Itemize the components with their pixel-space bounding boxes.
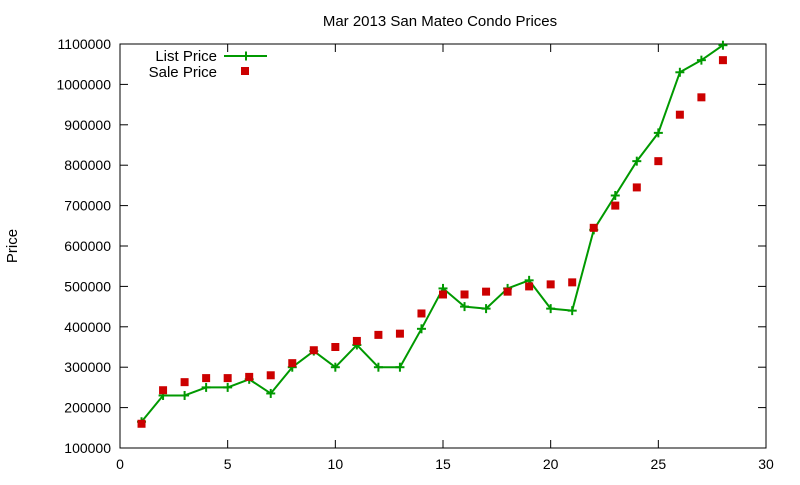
list-price-point [395, 362, 405, 372]
sale-price-point [137, 419, 146, 428]
sale-price-point [245, 372, 254, 381]
sale-price-point [439, 290, 447, 299]
y-tick-label: 200000 [64, 400, 111, 416]
sale-price-point [482, 287, 491, 296]
sale-price-point [632, 183, 641, 192]
list-price-point [653, 128, 663, 138]
list-price-point [675, 67, 685, 77]
y-axis-label: Price [4, 229, 21, 263]
sale-price-point [718, 56, 727, 65]
list-price-point [696, 55, 706, 65]
list-price-point [330, 362, 340, 372]
list-price-point [546, 304, 556, 314]
sale-price-point [266, 371, 275, 380]
legend-marker-sale-price [241, 67, 249, 75]
y-tick-label: 1000000 [56, 76, 111, 92]
x-tick-label: 20 [543, 456, 559, 472]
y-tick-label: 600000 [64, 238, 111, 254]
sale-price-point [309, 346, 318, 355]
sale-price-point [525, 282, 534, 291]
sale-price-point [654, 157, 663, 166]
list-price-point [460, 302, 470, 312]
list-price-point [180, 390, 190, 400]
list-price-point [416, 324, 426, 334]
x-tick-label: 15 [435, 456, 451, 472]
sale-price-point [331, 343, 340, 351]
list-price-point [223, 382, 233, 392]
legend-label-list-price: List Price [155, 48, 217, 65]
x-tick-label: 25 [651, 456, 667, 472]
x-tick-label: 10 [328, 456, 344, 472]
sale-price-point [460, 290, 469, 299]
list-price-point [481, 304, 491, 314]
list-price-point [266, 388, 276, 398]
sale-price-point [417, 309, 426, 318]
y-tick-label: 700000 [64, 198, 111, 214]
list-price-point [610, 191, 620, 200]
sale-price-point [589, 223, 598, 232]
legend-label-sale-price: Sale Price [149, 64, 217, 81]
y-tick-label: 1100000 [58, 36, 112, 52]
sale-price-point [202, 374, 211, 383]
sale-price-point [288, 359, 297, 368]
y-tick-label: 300000 [64, 359, 111, 375]
sale-price-point [395, 329, 404, 338]
sale-price-point [352, 336, 361, 345]
list-price-line [140, 44, 724, 423]
x-tick-label: 5 [224, 456, 232, 472]
sale-price-point [611, 201, 620, 210]
list-price-point [567, 306, 577, 316]
sale-price-point [159, 386, 168, 395]
y-tick-label: 900000 [64, 117, 111, 133]
sale-price-point [568, 278, 577, 287]
sale-price-point [223, 374, 232, 383]
sale-price-point [546, 280, 555, 289]
sale-price-point [180, 378, 189, 387]
y-tick-label: 100000 [64, 440, 111, 456]
sale-price-point [697, 93, 706, 102]
y-tick-label: 400000 [64, 319, 111, 335]
sale-price-point [374, 330, 383, 339]
y-tick-label: 800000 [64, 157, 111, 173]
y-tick-label: 500000 [64, 278, 111, 294]
list-price-point [201, 382, 211, 392]
legend-marker-list-price [241, 51, 251, 61]
sale-price-point [675, 110, 684, 119]
x-tick-label: 30 [758, 456, 774, 472]
chart-title: Mar 2013 San Mateo Condo Prices [323, 13, 557, 30]
list-price-point [632, 156, 642, 166]
sale-price-point [503, 287, 512, 296]
x-tick-label: 0 [116, 456, 124, 472]
list-price-point [373, 362, 383, 372]
list-price-point [718, 40, 728, 50]
